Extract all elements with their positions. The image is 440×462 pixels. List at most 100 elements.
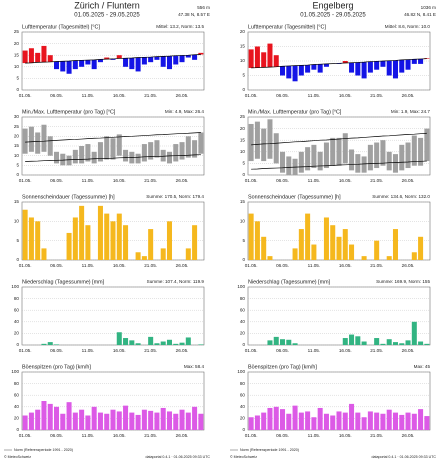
anomaly-bar bbox=[35, 52, 41, 63]
y-tick-label: 20 bbox=[14, 134, 20, 139]
range-bar bbox=[273, 133, 279, 164]
range-bar bbox=[405, 142, 411, 169]
bar bbox=[418, 409, 424, 430]
panel-title: Min./Max. Lufttemperatur (pro Tag) [°C] bbox=[248, 109, 342, 115]
bar bbox=[198, 344, 204, 345]
bar bbox=[374, 412, 380, 430]
bar bbox=[166, 339, 172, 345]
x-tick-label: 01.05. bbox=[245, 348, 258, 353]
range-bar bbox=[192, 140, 198, 158]
bar bbox=[22, 209, 28, 260]
norm-note: Norm (Referenzperiode 1991 - 2020) bbox=[14, 448, 73, 452]
y-tick-label: 20 bbox=[14, 41, 20, 46]
bar bbox=[85, 225, 91, 260]
range-bar bbox=[399, 144, 405, 171]
range-bar bbox=[185, 136, 191, 158]
bar bbox=[330, 415, 336, 430]
anomaly-bar bbox=[254, 46, 260, 68]
x-tick-label: 06.05. bbox=[276, 263, 289, 268]
x-tick-label: 06.05. bbox=[276, 433, 289, 438]
anomaly-bar bbox=[374, 61, 380, 70]
x-tick-label: 21.05. bbox=[370, 178, 383, 183]
x-tick-label: 01.05. bbox=[19, 433, 32, 438]
range-bar bbox=[141, 144, 147, 162]
x-tick-label: 26.05. bbox=[176, 263, 189, 268]
range-bar bbox=[349, 149, 355, 171]
bar bbox=[154, 412, 160, 430]
bar bbox=[424, 416, 430, 430]
y-tick-label: 100 bbox=[11, 369, 19, 374]
anomaly-bar bbox=[305, 65, 311, 73]
range-bar bbox=[280, 151, 286, 173]
bar bbox=[41, 343, 47, 345]
anomaly-bar bbox=[148, 57, 154, 63]
bar bbox=[305, 411, 311, 430]
range-bar bbox=[286, 156, 292, 175]
norm-max-line bbox=[25, 132, 201, 143]
bar bbox=[116, 411, 122, 430]
x-tick-label: 21.05. bbox=[144, 263, 157, 268]
bar bbox=[286, 339, 292, 345]
anomaly-bar bbox=[267, 43, 273, 68]
plot-frame bbox=[21, 286, 205, 346]
bar bbox=[116, 332, 122, 345]
panel-title: Niederschlag (Tagessumme) [mm] bbox=[22, 279, 105, 285]
anomaly-bar bbox=[79, 60, 85, 67]
bar bbox=[330, 225, 336, 260]
range-bar bbox=[97, 142, 103, 162]
x-tick-label: 01.05. bbox=[245, 263, 258, 268]
coordinates: 47.38 N, 8.57 E bbox=[178, 12, 210, 17]
y-tick-label: 0 bbox=[242, 172, 245, 177]
x-tick-label: 21.05. bbox=[144, 348, 157, 353]
bar bbox=[22, 415, 28, 430]
bar bbox=[386, 256, 392, 260]
altitude: 1036 m bbox=[421, 5, 436, 10]
bar bbox=[97, 205, 103, 260]
x-tick-label: 11.05. bbox=[308, 178, 320, 183]
bar bbox=[135, 343, 141, 345]
y-tick-label: 5 bbox=[16, 163, 19, 168]
range-bar bbox=[72, 149, 78, 164]
altitude: 556 m bbox=[197, 5, 210, 10]
norm-line bbox=[251, 58, 427, 69]
bar bbox=[273, 406, 279, 430]
x-tick-label: 16.05. bbox=[339, 263, 352, 268]
y-tick-label: 80 bbox=[240, 381, 246, 386]
bar bbox=[298, 412, 304, 430]
bar bbox=[386, 339, 392, 345]
y-tick-label: 0 bbox=[16, 172, 19, 177]
y-tick-label: 10 bbox=[240, 58, 246, 63]
bar bbox=[349, 334, 355, 345]
y-tick-label: 10 bbox=[14, 64, 20, 69]
x-tick-label: 11.05. bbox=[308, 93, 320, 98]
x-tick-label: 06.05. bbox=[50, 93, 63, 98]
x-tick-label: 16.05. bbox=[113, 348, 126, 353]
anomaly-bar bbox=[380, 61, 386, 67]
x-tick-label: 11.05. bbox=[82, 178, 94, 183]
anomaly-bar bbox=[311, 64, 317, 70]
bar bbox=[123, 225, 129, 260]
x-tick-label: 26.05. bbox=[402, 433, 415, 438]
bar bbox=[261, 236, 267, 260]
anomaly-bar bbox=[248, 49, 254, 68]
range-bar bbox=[367, 144, 373, 171]
norm-min-line bbox=[25, 154, 201, 162]
x-tick-label: 21.05. bbox=[144, 178, 157, 183]
bar bbox=[273, 336, 279, 345]
anomaly-bar bbox=[179, 55, 185, 63]
bar bbox=[292, 248, 298, 260]
y-tick-label: 30 bbox=[14, 114, 20, 119]
bar bbox=[261, 412, 267, 430]
bar bbox=[141, 256, 147, 260]
norm-min-line bbox=[251, 160, 427, 170]
bar bbox=[405, 340, 411, 345]
bar bbox=[380, 413, 386, 430]
norm-note: Norm (Referenzperiode 1991 - 2020) bbox=[240, 448, 299, 452]
range-bar bbox=[35, 132, 41, 154]
norm-line bbox=[25, 54, 201, 64]
x-tick-label: 06.05. bbox=[50, 178, 63, 183]
panel-stats: Summe: 107.4, Norm: 119.9 bbox=[147, 279, 205, 284]
x-tick-label: 06.05. bbox=[50, 433, 63, 438]
panel-stats: Mittel: 13.2, Norm: 13.5 bbox=[156, 24, 204, 29]
range-bar bbox=[380, 140, 386, 166]
